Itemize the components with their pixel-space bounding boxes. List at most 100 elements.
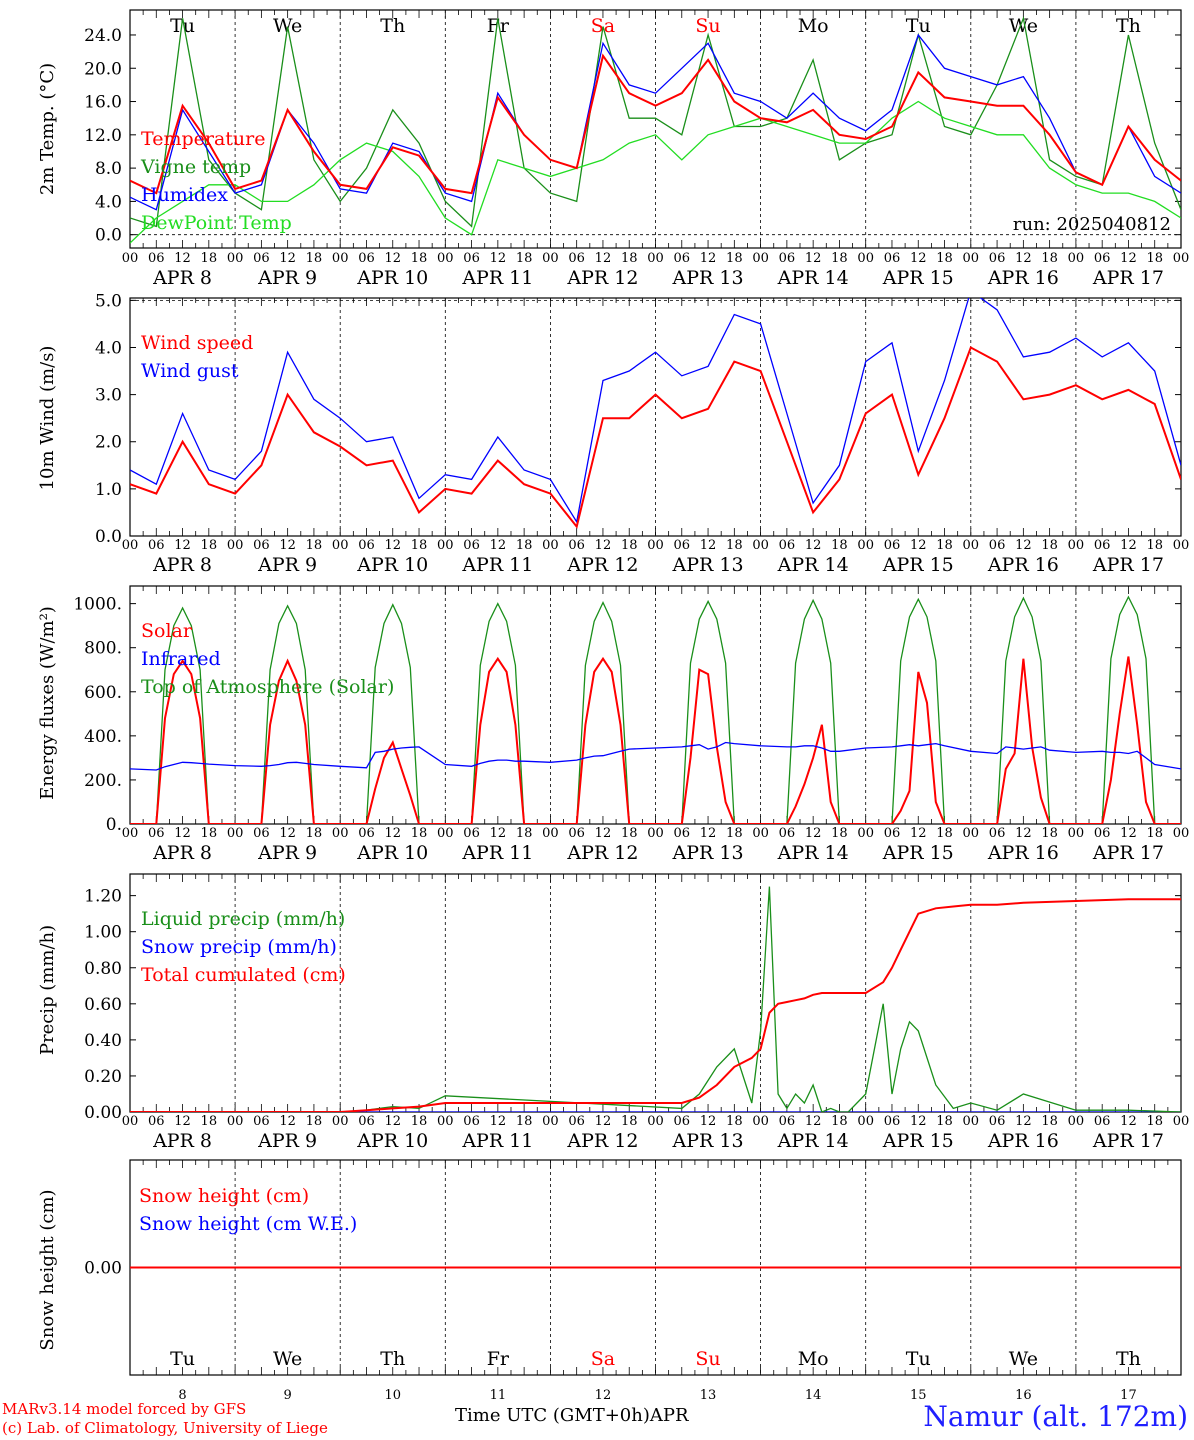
hour-label: 06 <box>463 826 480 841</box>
day-name-label: Sa <box>591 15 615 37</box>
day-name-label: We <box>1009 1348 1038 1370</box>
y-tick-label: 0.00 <box>84 1259 122 1279</box>
hour-label: 18 <box>201 251 218 266</box>
day-number-label: 16 <box>1015 1388 1032 1403</box>
date-label: APR 9 <box>257 554 317 576</box>
hour-label: 18 <box>1041 826 1058 841</box>
hour-label: 00 <box>227 1114 244 1129</box>
hour-label: 06 <box>463 538 480 553</box>
hour-label: 06 <box>358 251 375 266</box>
hour-label: 18 <box>306 251 323 266</box>
hour-label: 12 <box>384 538 401 553</box>
hour-label: 18 <box>411 538 428 553</box>
hour-label: 12 <box>910 251 927 266</box>
hour-label: 00 <box>332 1114 349 1129</box>
day-number-label: 11 <box>490 1388 507 1403</box>
hour-label: 06 <box>989 251 1006 266</box>
legend-entry: Snow precip (mm/h) <box>141 936 337 958</box>
lab-credit: (c) Lab. of Climatology, University of L… <box>2 1419 328 1437</box>
day-name-label: Su <box>695 1348 720 1370</box>
hour-label: 06 <box>358 826 375 841</box>
hour-label: 06 <box>779 251 796 266</box>
date-label: APR 12 <box>566 267 638 289</box>
hour-label: 12 <box>384 826 401 841</box>
hour-label: 06 <box>884 538 901 553</box>
hour-label: 00 <box>122 1114 139 1129</box>
day-name-label: Tu <box>170 1348 195 1370</box>
hour-label: 12 <box>174 1114 191 1129</box>
hour-label: 06 <box>568 538 585 553</box>
hour-label: 06 <box>674 826 691 841</box>
date-label: APR 17 <box>1092 1130 1164 1152</box>
y-tick-label: 0. <box>106 815 122 835</box>
hour-label: 00 <box>1173 251 1190 266</box>
y-tick-label: 0.40 <box>84 1031 122 1051</box>
day-name-label: Tu <box>170 15 195 37</box>
day-name-label: Th <box>380 15 405 37</box>
day-name-label: Tu <box>906 1348 931 1370</box>
series-wind-speed <box>130 346 1181 529</box>
hour-label: 18 <box>1146 251 1163 266</box>
hour-label: 18 <box>516 538 533 553</box>
date-label: APR 13 <box>672 267 744 289</box>
hour-label: 18 <box>411 251 428 266</box>
hour-label: 06 <box>989 826 1006 841</box>
day-name-label: We <box>273 15 302 37</box>
y-tick-label: 3.0 <box>95 386 122 406</box>
hour-label: 00 <box>647 826 664 841</box>
hour-label: 06 <box>253 538 270 553</box>
hour-label: 00 <box>963 1114 980 1129</box>
day-name-label: Th <box>1116 15 1141 37</box>
hour-label: 18 <box>1041 251 1058 266</box>
hour-label: 06 <box>779 826 796 841</box>
day-name-label: Mo <box>798 15 829 37</box>
date-label: APR 9 <box>257 267 317 289</box>
y-tick-label: 4.0 <box>95 192 122 212</box>
time-axis-title: Time UTC (GMT+0h)APR <box>455 1405 689 1426</box>
hour-label: 12 <box>384 1114 401 1129</box>
date-label: APR 17 <box>1092 267 1164 289</box>
series-dewpoint-temp <box>130 100 1181 244</box>
day-name-label: Sa <box>591 1348 615 1370</box>
y-tick-label: 24.0 <box>84 26 122 46</box>
hour-label: 12 <box>805 251 822 266</box>
hour-label: 06 <box>253 251 270 266</box>
hour-label: 12 <box>1120 251 1137 266</box>
hour-label: 00 <box>332 538 349 553</box>
hour-label: 06 <box>674 538 691 553</box>
hour-label: 18 <box>621 251 638 266</box>
hour-label: 00 <box>332 826 349 841</box>
hour-label: 00 <box>542 1114 559 1129</box>
y-tick-label: 600. <box>84 683 122 703</box>
hour-label: 00 <box>752 1114 769 1129</box>
hour-label: 12 <box>490 251 507 266</box>
y-tick-label: 200. <box>84 771 122 791</box>
day-number-label: 15 <box>910 1388 927 1403</box>
legend-entry: Infrared <box>141 648 221 670</box>
hour-label: 18 <box>201 826 218 841</box>
hour-label: 06 <box>674 251 691 266</box>
y-tick-label: 5.0 <box>95 291 122 311</box>
day-number-label: 13 <box>700 1388 717 1403</box>
hour-label: 18 <box>621 538 638 553</box>
hour-label: 00 <box>1068 1114 1085 1129</box>
day-name-label: We <box>273 1348 302 1370</box>
hour-label: 12 <box>1015 1114 1032 1129</box>
y-tick-label: 0.20 <box>84 1067 122 1087</box>
legend-entry: Liquid precip (mm/h) <box>141 908 345 930</box>
day-name-label: Fr <box>487 15 510 37</box>
hour-label: 18 <box>726 251 743 266</box>
legend-entry: Top of Atmosphere (Solar) <box>141 676 394 698</box>
hour-label: 12 <box>174 538 191 553</box>
date-label: APR 9 <box>257 1130 317 1152</box>
series-humidex <box>130 33 1181 211</box>
panel-snow: 0.00 Snow height (cm) Tu We Th Fr Sa Su Mo Tu We Th… <box>37 1159 1182 1403</box>
hour-label: 00 <box>857 1114 874 1129</box>
hour-label: 18 <box>516 1114 533 1129</box>
hour-label: 00 <box>752 538 769 553</box>
hour-label: 12 <box>1120 826 1137 841</box>
hour-label: 18 <box>831 251 848 266</box>
hour-label: 00 <box>963 538 980 553</box>
day-number-label: 10 <box>384 1388 401 1403</box>
hour-label: 12 <box>1015 538 1032 553</box>
